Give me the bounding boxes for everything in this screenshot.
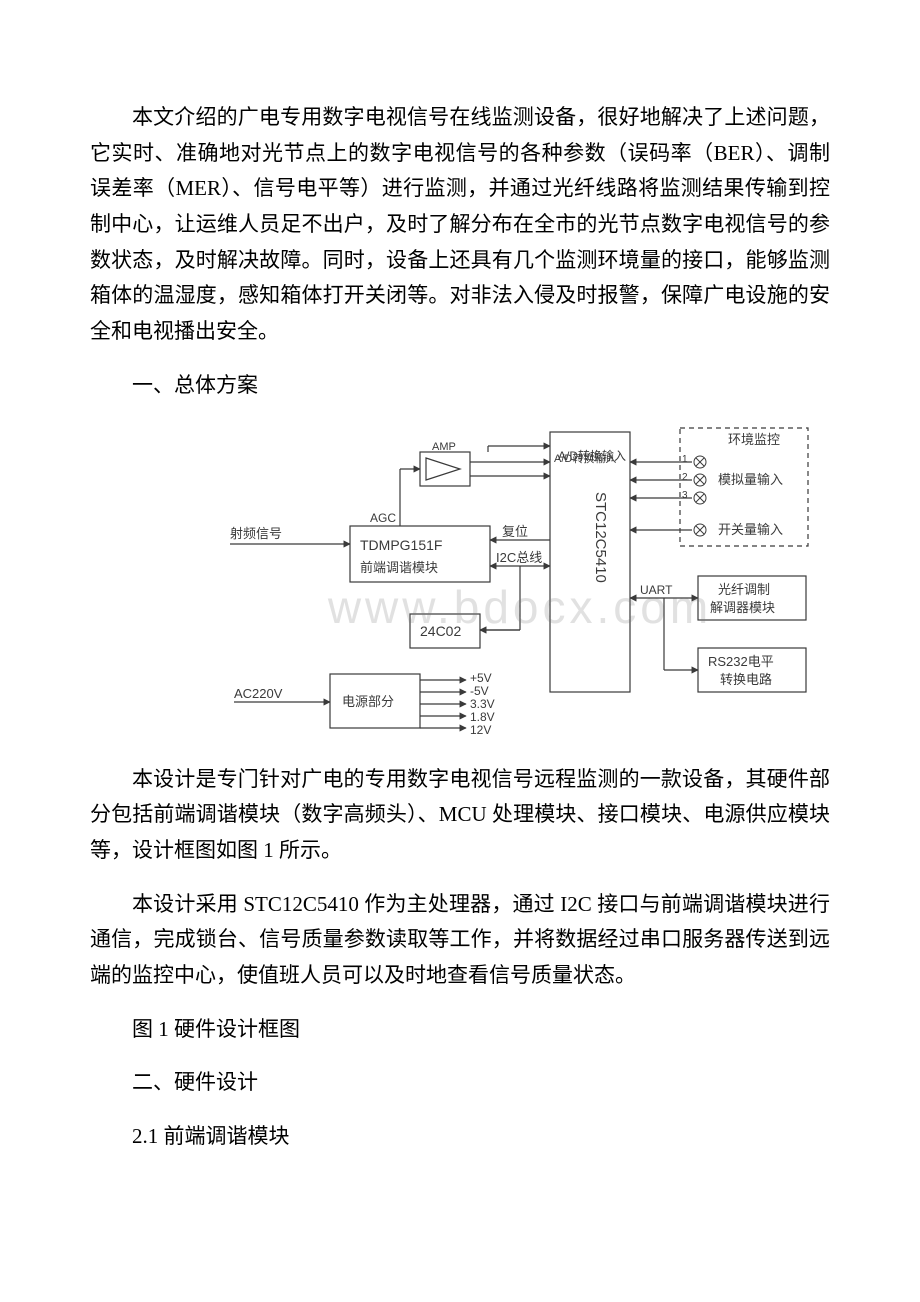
volt-1: -5V — [470, 684, 489, 698]
paragraph-mcu: 本设计采用 STC12C5410 作为主处理器，通过 I2C 接口与前端调谐模块… — [90, 887, 830, 994]
env-title: 环境监控 — [728, 432, 780, 447]
env-num-1: 1 — [682, 454, 688, 465]
reset-label: 复位 — [502, 524, 528, 539]
volt-0: +5V — [470, 671, 492, 685]
heading-overall: 一、总体方案 — [132, 368, 830, 404]
mcu-label: STC12C5410 — [592, 492, 609, 583]
eeprom-label: 24C02 — [420, 623, 461, 639]
adc-label-text: A/D转换输入 — [554, 451, 616, 465]
env-num-2: 2 — [682, 472, 688, 483]
block-diagram: STC12C5410 AMP TDMPG151F 前端调谐模块 24C02 电源… — [220, 422, 820, 742]
heading-hardware: 二、硬件设计 — [132, 1065, 830, 1101]
modem-line1: 光纤调制 — [718, 582, 770, 597]
ac-label: AC220V — [234, 686, 283, 701]
amp-block — [420, 452, 470, 486]
rf-label: 射频信号 — [230, 526, 282, 541]
heading-tuner: 2.1 前端调谐模块 — [132, 1119, 830, 1155]
amp-label: AMP — [432, 441, 456, 453]
env-num-3: 3 — [682, 490, 688, 501]
i2c-label: I2C总线 — [496, 550, 542, 565]
rs232-line2: 转换电路 — [720, 672, 772, 687]
uart-label: UART — [640, 583, 673, 597]
modem-line2: 解调器模块 — [710, 600, 775, 615]
figure-caption: 图 1 硬件设计框图 — [132, 1012, 830, 1048]
mcu-block — [550, 432, 630, 692]
agc-label: AGC — [370, 511, 396, 525]
paragraph-intro: 本文介绍的广电专用数字电视信号在线监测设备，很好地解决了上述问题，它实时、准确地… — [90, 100, 830, 350]
power-label: 电源部分 — [342, 694, 394, 709]
tuner-line1: TDMPG151F — [360, 537, 442, 553]
tuner-line2: 前端调谐模块 — [360, 560, 438, 575]
paragraph-design: 本设计是专门针对广电的专用数字电视信号远程监测的一款设备，其硬件部分包括前端调谐… — [90, 762, 830, 869]
volt-4: 12V — [470, 723, 491, 737]
volt-3: 1.8V — [470, 710, 495, 724]
volt-2: 3.3V — [470, 697, 495, 711]
env-analog: 模拟量输入 — [718, 472, 783, 487]
env-switch: 开关量输入 — [718, 522, 783, 537]
rs232-line1: RS232电平 — [708, 654, 774, 669]
